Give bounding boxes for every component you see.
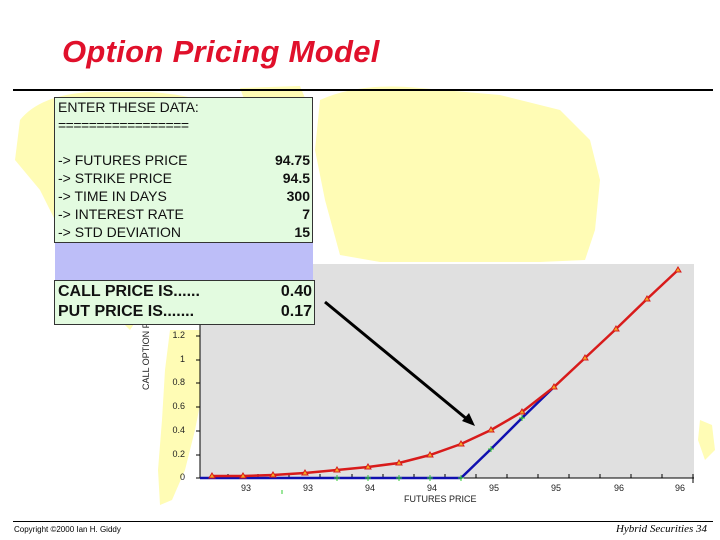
result-label: CALL PRICE IS...... [58,283,200,300]
input-row-std-deviation: -> STD DEVIATION 15 [58,224,310,242]
input-row-interest-rate: -> INTEREST RATE 7 [58,206,310,224]
result-panel: CALL PRICE IS...... 0.40 PUT PRICE IS...… [54,280,315,325]
input-label: -> TIME IN DAYS [58,188,167,204]
call-price-value: 0.40 [280,283,312,300]
footer-rule [13,521,713,522]
spreadsheet-spacer-band [55,243,313,280]
futures-price-field[interactable]: 94.75 [274,152,310,168]
y-tick-label: 1 [179,354,185,364]
result-row-put-price: PUT PRICE IS....... 0.17 [58,303,312,323]
input-row-time-in-days: -> TIME IN DAYS 300 [58,188,310,206]
x-tick-label: 96 [674,483,685,493]
x-tick-label: 94 [426,483,437,493]
input-row-strike-price: -> STRIKE PRICE 94.5 [58,170,310,188]
x-axis-label: FUTURES PRICE [404,494,477,504]
x-tick-label: 95 [488,483,499,493]
input-header: ENTER THESE DATA: [58,99,199,115]
result-row-call-price: CALL PRICE IS...... 0.40 [58,283,312,303]
input-separator: ================= [58,117,189,133]
intrinsic-value-markers [334,415,525,481]
annotation-arrow [324,300,475,426]
input-label: -> STD DEVIATION [58,224,182,240]
input-label: -> INTEREST RATE [58,206,184,222]
strike-price-field[interactable]: 94.5 [282,170,310,186]
put-price-value: 0.17 [280,303,312,320]
x-tick-label: 96 [613,483,624,493]
y-tick-label: 0 [179,472,185,482]
input-data-panel: ENTER THESE DATA: ================= -> F… [54,97,313,243]
input-row-futures-price: -> FUTURES PRICE 94.75 [58,152,310,170]
y-tick-label: 0.4 [172,425,185,435]
std-deviation-field[interactable]: 15 [294,224,310,240]
slide-title: Option Pricing Model [62,34,380,69]
header-rule [13,89,713,91]
interest-rate-field[interactable]: 7 [302,206,310,222]
y-axis-ticks [196,335,200,479]
input-label: -> STRIKE PRICE [58,170,172,186]
y-tick-label: 1.2 [172,330,185,340]
input-label: -> FUTURES PRICE [58,152,188,168]
call-price-markers [208,266,682,479]
result-label: PUT PRICE IS....... [58,303,195,320]
x-tick-label: 95 [550,483,561,493]
y-tick-label: 0.2 [172,449,185,459]
time-in-days-field[interactable]: 300 [286,188,310,204]
x-tick-label: 93 [240,483,251,493]
page-footer: Hybrid Securities 34 [615,523,707,535]
call-price-line [212,269,679,478]
y-tick-label: 0.8 [172,377,185,387]
y-tick-label: 0.6 [172,401,185,411]
copyright-text: Copyright ©2000 Ian H. Giddy [14,525,121,534]
x-tick-label: 94 [364,483,375,493]
x-tick-label: 93 [302,483,313,493]
